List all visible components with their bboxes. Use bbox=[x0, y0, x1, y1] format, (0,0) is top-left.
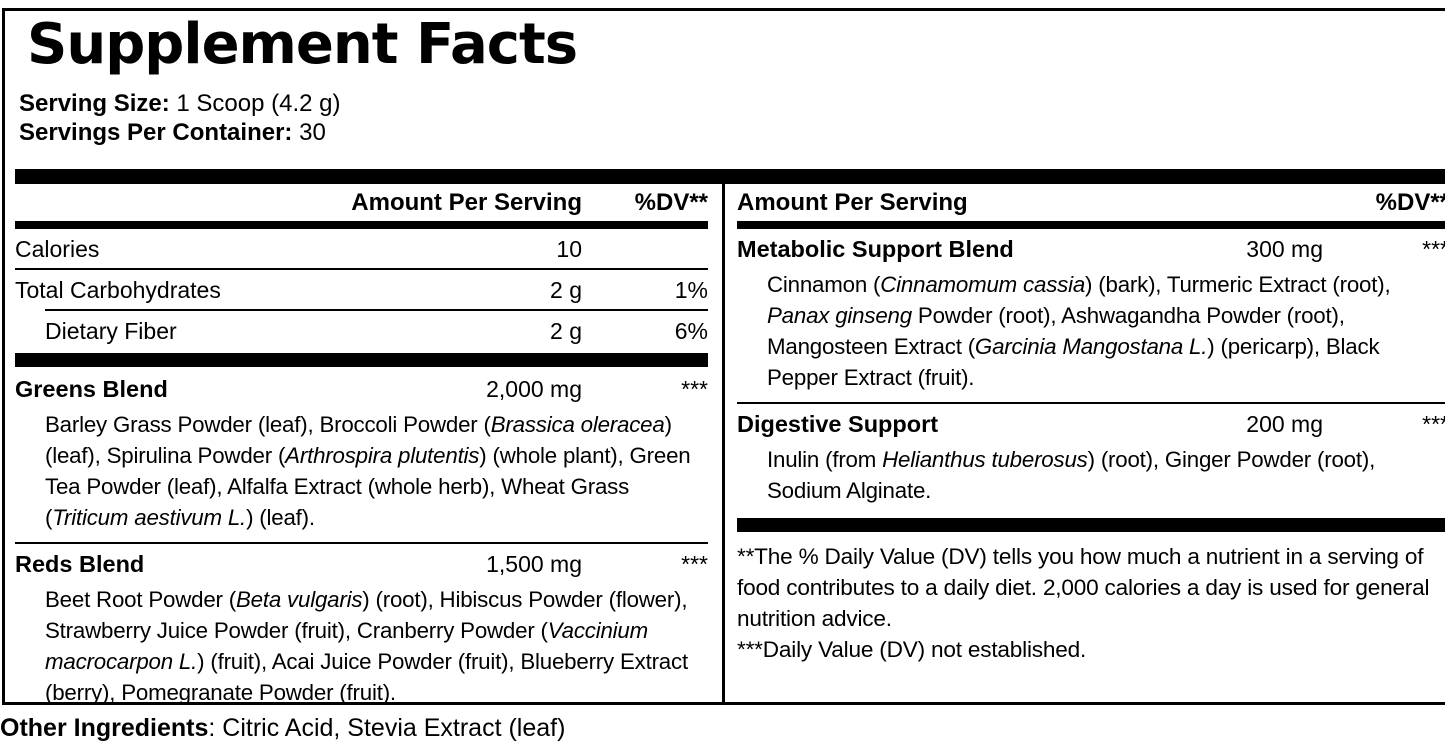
servings-per-container-value: 30 bbox=[292, 119, 326, 147]
ingredient-text: ) (root), Hibiscus Powder (flower), Stra… bbox=[45, 587, 688, 644]
ingredient-text: ) (bark), Turmeric Extract (root), bbox=[1085, 272, 1391, 298]
serving-info: Serving Size: 1 Scoop (4.2 g) Servings P… bbox=[19, 89, 1445, 147]
blend-row: Metabolic Support Blend 300 mg *** bbox=[737, 229, 1445, 268]
ingredient-text: Beet Root Powder ( bbox=[45, 587, 236, 613]
blend-row: Greens Blend 2,000 mg *** bbox=[15, 369, 708, 408]
botanical-name: Triticum aestivum L. bbox=[52, 505, 247, 531]
row-rule bbox=[15, 542, 708, 545]
row-rule bbox=[15, 268, 708, 271]
footnote-dv-not-established: ***Daily Value (DV) not established. bbox=[737, 637, 1087, 663]
blend-description: Barley Grass Powder (leaf), Broccoli Pow… bbox=[15, 408, 708, 542]
ingredient-text: ) (whole plant), Green Tea Powder (leaf)… bbox=[45, 443, 691, 531]
blend-dv: *** bbox=[681, 376, 708, 403]
other-ingredients-label: Other Ingredients bbox=[0, 714, 209, 742]
blend-name: Greens Blend bbox=[15, 376, 168, 403]
ingredient-text: Powder (root), Ashwagandha Powder (root)… bbox=[767, 303, 1345, 360]
blend-amount: 200 mg bbox=[1246, 411, 1323, 438]
nutrient-name: Dietary Fiber bbox=[45, 318, 177, 345]
botanical-name: Vaccinium macrocarpon L. bbox=[45, 618, 649, 675]
ingredient-text: ) (leaf), Spirulina Powder ( bbox=[45, 412, 672, 469]
nutrient-name: Calories bbox=[15, 236, 100, 263]
nutrient-amount: 10 bbox=[556, 236, 582, 263]
botanical-name: Cinnamomum cassia bbox=[880, 272, 1086, 298]
ingredient-text: Inulin (from bbox=[767, 447, 883, 473]
footnote-section: **The % Daily Value (DV) tells you how m… bbox=[737, 534, 1445, 665]
servings-per-container-row: Servings Per Container: 30 bbox=[19, 118, 1445, 147]
supplement-facts-label-box: Supplement Facts Serving Size: 1 Scoop (… bbox=[2, 8, 1445, 705]
botanical-name: Arthrospira plutentis bbox=[285, 443, 480, 469]
blend-description: Inulin (from Helianthus tuberosus) (root… bbox=[737, 443, 1445, 515]
nutrient-name: Total Carbohydrates bbox=[15, 277, 221, 304]
botanical-name: Helianthus tuberosus bbox=[882, 447, 1088, 473]
nutrient-amount: 2 g bbox=[550, 318, 582, 345]
nutrient-amount: 2 g bbox=[550, 277, 582, 304]
blend-row: Reds Blend 1,500 mg *** bbox=[15, 544, 708, 583]
nutrient-row: Calories 10 bbox=[15, 229, 708, 268]
blend-dv: *** bbox=[681, 551, 708, 578]
page-title: Supplement Facts bbox=[27, 12, 578, 77]
top-separator-bar bbox=[15, 169, 1445, 185]
botanical-name: Brassica oleracea bbox=[490, 412, 665, 438]
amount-per-serving-header-slot: Amount Per Serving bbox=[351, 189, 582, 217]
other-ingredients-value: : Citric Acid, Stevia Extract (leaf) bbox=[208, 714, 566, 742]
blend-amount: 2,000 mg bbox=[486, 376, 582, 403]
nutrition-columns: Amount Per Serving %DV** Calories 10 Total C… bbox=[15, 184, 1445, 702]
ingredient-text: ) (root), Ginger Powder (root), Sodium A… bbox=[767, 447, 1376, 504]
section-separator-bar bbox=[15, 353, 708, 368]
serving-size-value: 1 Scoop (4.2 g) bbox=[169, 90, 341, 118]
blend-amount: 1,500 mg bbox=[486, 551, 582, 578]
serving-size-row: Serving Size: 1 Scoop (4.2 g) bbox=[19, 89, 1445, 118]
serving-size-label: Serving Size: bbox=[19, 90, 170, 118]
column-header-row: Amount Per Serving %DV** bbox=[737, 184, 1445, 221]
blend-amount: 300 mg bbox=[1246, 236, 1323, 263]
nutrient-dv: 1% bbox=[674, 277, 708, 304]
column-header-row: Amount Per Serving %DV** bbox=[15, 184, 708, 221]
botanical-name: Beta vulgaris bbox=[235, 587, 363, 613]
row-rule bbox=[737, 402, 1445, 405]
blend-name: Digestive Support bbox=[737, 411, 939, 438]
botanical-name: Panax ginseng bbox=[767, 303, 912, 329]
column-divider bbox=[722, 184, 725, 702]
ingredient-text: ) (leaf). bbox=[246, 505, 315, 531]
facts-column-right: Amount Per Serving %DV** Metabolic Support… bbox=[725, 184, 1445, 702]
servings-per-container-label: Servings Per Container: bbox=[19, 119, 293, 147]
ingredient-text: ) (pericarp), Black Pepper Extract (frui… bbox=[767, 334, 1380, 391]
section-separator-bar bbox=[737, 221, 1445, 230]
amount-per-serving-header-slot: Amount Per Serving bbox=[737, 189, 968, 217]
section-separator-bar bbox=[737, 518, 1445, 533]
nutrient-row: Dietary Fiber 2 g 6% bbox=[15, 311, 708, 350]
other-ingredients-line: Other Ingredients: Citric Acid, Stevia E… bbox=[0, 712, 565, 744]
botanical-name: Garcinia Mangostana L. bbox=[974, 334, 1208, 360]
nutrient-dv: 6% bbox=[674, 318, 708, 345]
blend-description: Beet Root Powder (Beta vulgaris) (root),… bbox=[15, 583, 708, 702]
blend-row: Digestive Support 200 mg *** bbox=[737, 404, 1445, 443]
blend-description: Cinnamon (Cinnamomum cassia) (bark), Tur… bbox=[737, 268, 1445, 402]
ingredient-text: ) (fruit), Acai Juice Powder (fruit), Bl… bbox=[45, 649, 688, 702]
nutrient-row: Total Carbohydrates 2 g 1% bbox=[15, 270, 708, 309]
footnote-dv-definition: **The % Daily Value (DV) tells you how m… bbox=[737, 544, 1430, 632]
percent-dv-header: %DV** bbox=[634, 189, 708, 217]
ingredient-text: Cinnamon ( bbox=[767, 272, 881, 298]
row-rule bbox=[45, 309, 708, 312]
blend-name: Metabolic Support Blend bbox=[737, 236, 1014, 263]
blend-name: Reds Blend bbox=[15, 551, 145, 578]
blend-dv: *** bbox=[1422, 411, 1445, 438]
blend-dv: *** bbox=[1422, 236, 1445, 263]
percent-dv-header: %DV** bbox=[1375, 189, 1445, 217]
ingredient-text: Barley Grass Powder (leaf), Broccoli Pow… bbox=[45, 412, 491, 438]
facts-column-left: Amount Per Serving %DV** Calories 10 Total C… bbox=[15, 184, 722, 702]
section-separator-bar bbox=[15, 221, 708, 230]
